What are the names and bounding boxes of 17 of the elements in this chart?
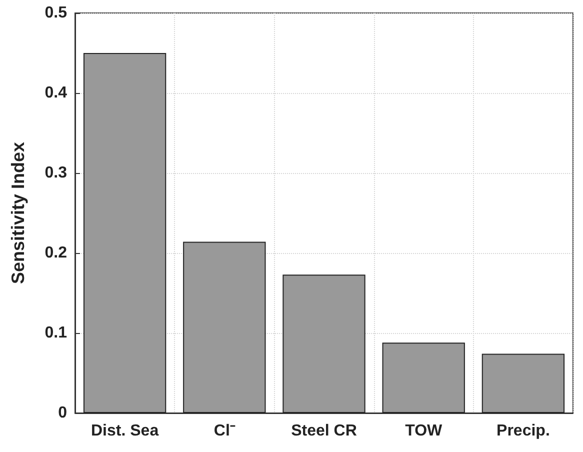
- x-tick-label: TOW: [405, 422, 444, 440]
- y-tick-label: 0.1: [44, 324, 68, 342]
- bar: [183, 242, 266, 413]
- bar: [382, 342, 465, 413]
- bar: [482, 354, 565, 413]
- y-tick-label: 0.4: [44, 84, 68, 102]
- y-axis-title: Sensitivity Index: [8, 142, 28, 284]
- y-tick-label: 0.5: [44, 4, 68, 22]
- x-tick-label: Dist. Sea: [91, 422, 159, 440]
- x-tick-label: Steel CR: [291, 422, 358, 440]
- bar: [83, 53, 166, 413]
- y-tick-label: 0.3: [44, 164, 68, 182]
- y-tick-label: 0.2: [44, 244, 68, 262]
- x-tick-label: Precip.: [496, 422, 550, 440]
- x-tick-label: Cl⁻: [214, 422, 236, 440]
- y-tick-label: 0: [58, 404, 68, 422]
- bar: [282, 274, 366, 413]
